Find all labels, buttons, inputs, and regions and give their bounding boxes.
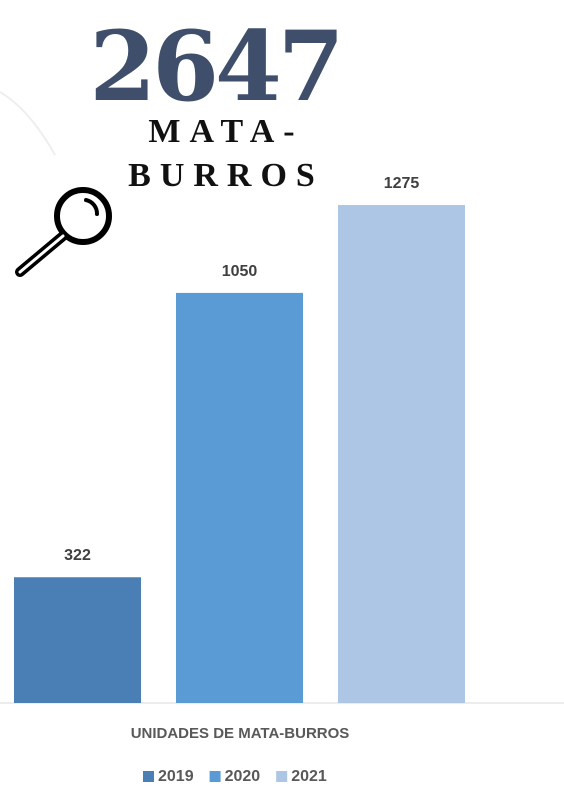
bar bbox=[338, 205, 465, 703]
legend-swatch bbox=[276, 771, 288, 782]
legend-swatch bbox=[209, 771, 221, 782]
legend-swatch bbox=[143, 771, 154, 782]
magnifier-icon bbox=[15, 187, 112, 277]
bar bbox=[176, 292, 303, 703]
data-label: 322 bbox=[64, 547, 91, 564]
chart-subtitle: BURROS bbox=[128, 157, 324, 194]
chart-subtitle: MATA- bbox=[148, 113, 303, 150]
decor-arc bbox=[0, 91, 56, 156]
data-label: 1275 bbox=[384, 175, 420, 192]
legend-label: 2021 bbox=[291, 768, 327, 785]
legend-label: 2019 bbox=[158, 768, 194, 785]
data-label: 1050 bbox=[222, 263, 258, 280]
chart-title: 2647 bbox=[89, 10, 340, 123]
legend-label: 2020 bbox=[225, 768, 261, 785]
x-axis-label: UNIDADES DE MATA-BURROS bbox=[131, 725, 350, 742]
bar bbox=[14, 577, 141, 703]
